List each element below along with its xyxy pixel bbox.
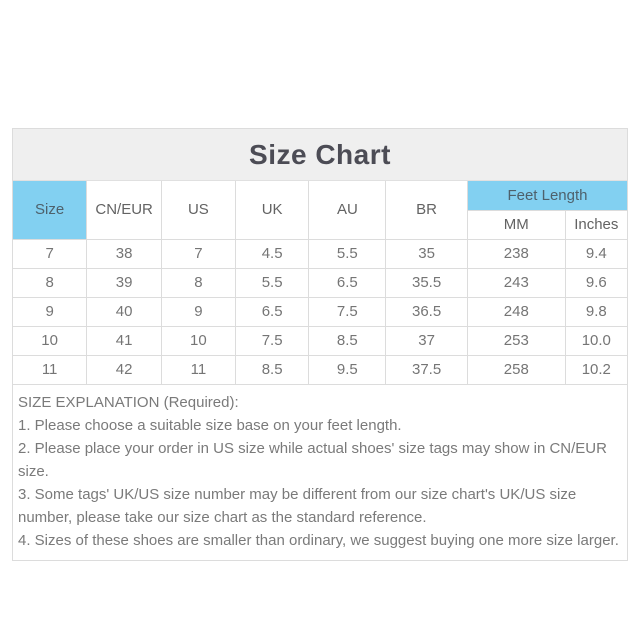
size-chart-panel: Size Chart Size CN/EUR US UK AU BR Feet … [12, 128, 628, 561]
explanation-item-1: 1. Please choose a suitable size base on… [18, 416, 402, 434]
table-cell: 7 [13, 238, 88, 269]
table-row: 10 41 10 7.5 8.5 37 253 10.0 [13, 325, 627, 356]
table-cell: 39 [86, 267, 163, 298]
col-header-cn-eur: CN/EUR [86, 181, 163, 240]
col-header-feet-length: Feet Length [466, 181, 627, 211]
col-header-au: AU [308, 181, 387, 240]
table-cell: 9 [13, 296, 88, 327]
size-explanation: SIZE EXPLANATION (Required): 1. Please c… [13, 384, 627, 560]
table-cell: 8.5 [234, 354, 310, 385]
table-cell: 7.5 [308, 296, 387, 327]
table-cell: 10 [161, 325, 236, 356]
table-cell: 9.5 [308, 354, 387, 385]
page-title: Size Chart [249, 138, 391, 170]
table-cell: 10.0 [564, 325, 627, 356]
header-row-sub: MM Inches [13, 209, 627, 240]
col-header-inches: Inches [564, 209, 627, 240]
table-cell: 258 [466, 354, 566, 385]
table-cell: 8 [13, 267, 88, 298]
table-cell: 9.6 [564, 267, 627, 298]
table-cell: 37 [385, 325, 468, 356]
table-cell: 10.2 [564, 354, 627, 385]
table-cell: 5.5 [308, 238, 387, 269]
table-cell: 42 [86, 354, 163, 385]
table-cell: 41 [86, 325, 163, 356]
explanation-item-2: 2. Please place your order in US size wh… [18, 439, 607, 480]
table-row: 8 39 8 5.5 6.5 35.5 243 9.6 [13, 267, 627, 298]
table-cell: 253 [466, 325, 566, 356]
table-cell: 4.5 [234, 238, 310, 269]
col-header-us: US [161, 181, 236, 240]
table-cell: 40 [86, 296, 163, 327]
table-cell: 35.5 [385, 267, 468, 298]
col-header-size: Size [13, 181, 88, 240]
table-row: 9 40 9 6.5 7.5 36.5 248 9.8 [13, 296, 627, 327]
table-cell: 9.8 [564, 296, 627, 327]
table-row: 7 38 7 4.5 5.5 35 238 9.4 [13, 238, 627, 269]
table-cell: 8 [161, 267, 236, 298]
table-cell: 6.5 [234, 296, 310, 327]
table-cell: 7 [161, 238, 236, 269]
header-row-main: Size CN/EUR US UK AU BR Feet Length [13, 181, 627, 240]
col-header-br: BR [385, 181, 468, 240]
table-cell: 36.5 [385, 296, 468, 327]
table-cell: 9.4 [564, 238, 627, 269]
size-table-header: Size CN/EUR US UK AU BR Feet Length MM I… [13, 181, 627, 240]
col-header-mm: MM [467, 209, 566, 240]
table-cell: 238 [466, 238, 566, 269]
size-table-body: 7 38 7 4.5 5.5 35 238 9.4 8 39 8 5.5 6.5… [13, 238, 627, 385]
table-cell: 9 [161, 296, 236, 327]
explanation-heading: SIZE EXPLANATION (Required): [18, 393, 239, 411]
table-row: 11 42 11 8.5 9.5 37.5 258 10.2 [13, 354, 627, 385]
table-cell: 35 [385, 238, 468, 269]
table-cell: 6.5 [308, 267, 387, 298]
explanation-item-4: 4. Sizes of these shoes are smaller than… [18, 531, 619, 549]
table-cell: 10 [13, 325, 88, 356]
table-cell: 37.5 [385, 354, 468, 385]
table-cell: 38 [86, 238, 163, 269]
explanation-item-3: 3. Some tags' UK/US size number may be d… [18, 485, 577, 526]
table-cell: 243 [466, 267, 566, 298]
table-cell: 5.5 [234, 267, 310, 298]
table-cell: 7.5 [234, 325, 310, 356]
table-cell: 248 [466, 296, 566, 327]
size-chart-title-bar: Size Chart [13, 129, 627, 181]
size-table: Size CN/EUR US UK AU BR Feet Length MM I… [13, 181, 627, 385]
table-cell: 11 [161, 354, 236, 385]
table-cell: 8.5 [308, 325, 387, 356]
col-header-uk: UK [234, 181, 310, 240]
table-cell: 11 [13, 354, 88, 385]
